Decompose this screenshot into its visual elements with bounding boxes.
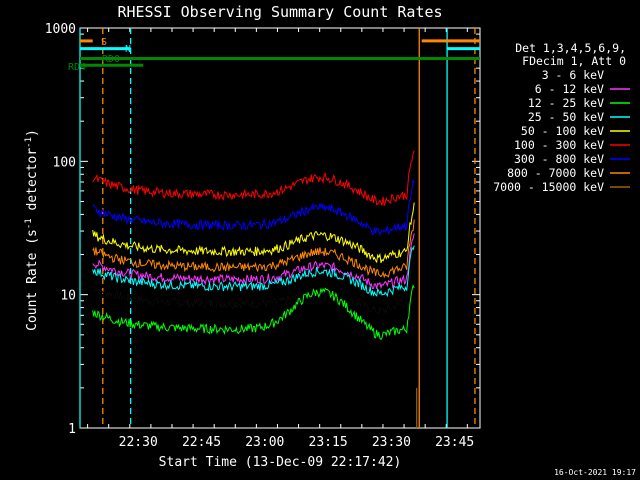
chart-title: RHESSI Observing Summary Count Rates — [117, 3, 442, 21]
x-tick-label: 23:00 — [245, 435, 284, 450]
series-line-5 — [92, 150, 415, 206]
y-tick-labels: 1 10 100 1000 — [45, 22, 76, 437]
legend: Det 1,3,4,5,6,9,FDecim 1, Att 03 - 6 keV… — [493, 41, 630, 194]
legend-entry: 25 - 50 keV — [528, 110, 604, 124]
series-line-outline — [92, 254, 415, 315]
legend-entry: 100 - 300 keV — [514, 138, 604, 152]
y-tick-label: 100 — [53, 155, 76, 170]
flag-label: RD4 — [68, 62, 86, 73]
series-line-3 — [92, 245, 415, 298]
svg-text:Count Rate (s-1 detector-1): Count Rate (s-1 detector-1) — [24, 129, 40, 331]
y-axis-label: Count Rate (s-1 detector-1) — [24, 129, 40, 331]
series-line-6 — [92, 178, 415, 237]
y-tick-label: 10 — [60, 289, 76, 304]
x-tick-label: 23:15 — [309, 435, 348, 450]
x-tick-label: 23:30 — [372, 435, 411, 450]
y-tick-label: 1 — [68, 422, 76, 437]
series-line-4 — [92, 202, 415, 264]
series-line-7 — [92, 219, 415, 279]
y-tick-label: 1000 — [45, 22, 76, 37]
x-axis-label: Start Time (13-Dec-09 22:17:42) — [159, 455, 402, 470]
x-tick-label: 22:45 — [182, 435, 221, 450]
x-tick-labels: 22:30 22:45 23:00 23:15 23:30 23:45 — [119, 435, 475, 450]
legend-entry: 800 - 7000 keV — [507, 166, 604, 180]
flag-label: S — [101, 37, 107, 48]
legend-entry: 12 - 25 keV — [528, 96, 604, 110]
series-line-2 — [92, 284, 415, 341]
flag-label: RD0 — [102, 54, 120, 65]
legend-entry: 7000 - 15000 keV — [493, 180, 604, 194]
legend-entry: 6 - 12 keV — [535, 82, 604, 96]
legend-entry: 50 - 100 keV — [521, 124, 604, 138]
legend-header: FDecim 1, Att 0 — [522, 54, 626, 68]
legend-entry: 300 - 800 keV — [514, 152, 604, 166]
series-line-1 — [92, 233, 415, 290]
x-tick-label: 23:45 — [435, 435, 474, 450]
series-group — [92, 150, 418, 428]
timestamp: 16-Oct-2021 19:17 — [554, 468, 636, 477]
plot-area: S N RD0 RD4 — [68, 27, 481, 429]
legend-entry: 3 - 6 keV — [542, 68, 604, 82]
x-tick-label: 22:30 — [119, 435, 158, 450]
flag-label: N — [125, 44, 131, 55]
legend-header: Det 1,3,4,5,6,9, — [515, 41, 626, 55]
